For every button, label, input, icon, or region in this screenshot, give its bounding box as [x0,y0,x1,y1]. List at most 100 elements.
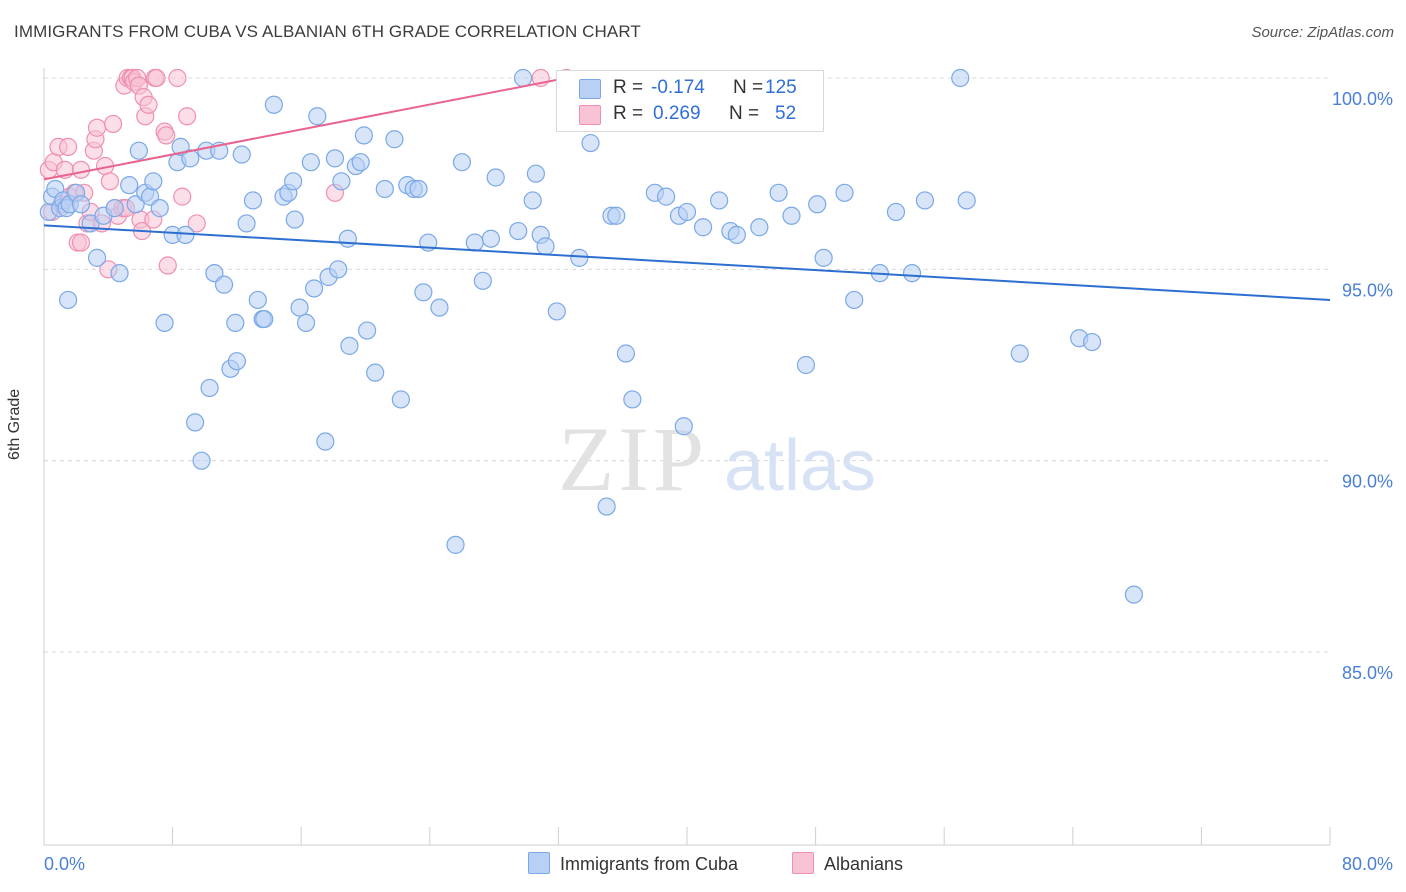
cuba-point [248,290,267,310]
cuba-point [214,275,234,294]
cuba-point [513,68,533,88]
cuba-point [255,309,274,329]
cuba-point [285,210,304,229]
cuba-points [39,68,1143,604]
cuba-point [835,183,854,202]
legend-albanians-swatch [792,852,814,874]
cuba-point [808,195,827,214]
cuba-point [693,218,713,237]
watermark: ZIP atlas [558,408,876,510]
x-tick-label: 80.0% [1342,854,1393,874]
albanians-point [158,256,177,275]
legend-item-cuba: Immigrants from Cuba [528,852,738,875]
cuba-point [192,451,211,470]
cuba-point [409,179,428,199]
trend-lines [43,77,1331,301]
cuba-point [284,172,303,191]
cuba-point [414,283,433,302]
y-tick-label: 85.0% [1342,663,1393,683]
cuba-point [226,313,245,333]
cuba-point [769,183,788,202]
cuba-point [430,298,449,317]
cuba-point [329,260,348,279]
legend-cuba-swatch [528,852,550,874]
albanians-point [71,160,91,179]
albanians-point [59,137,78,156]
cuba-point [358,321,377,340]
cuba-point [150,199,169,218]
cuba-point [607,206,626,225]
albanians-point [71,233,91,252]
cuba-trend-line [43,224,1331,301]
cuba-point [710,191,729,210]
cuba-point [375,179,394,199]
cuba-point [886,202,906,222]
cuba-point [120,176,139,195]
cuba-point [1010,344,1029,363]
cuba-point [325,149,345,168]
legend-cuba-label: Immigrants from Cuba [560,854,739,874]
cuba-point [509,221,528,241]
cuba-point [332,172,351,191]
albanians-point [168,68,187,88]
cuba-point [129,141,148,160]
cuba-point [465,233,484,252]
source-credit: Source: ZipAtlas.com [1251,24,1394,41]
cuba-point [597,497,616,516]
albanians-swatch [579,105,601,125]
cuba-point [264,95,283,114]
y-tick-label: 90.0% [1342,472,1393,492]
cuba-point [304,279,324,298]
cuba-n-value: 125 [765,77,797,98]
legend-albanians-label: Albanians [824,854,904,874]
cuba-point [845,290,864,310]
cuba-point [105,199,124,218]
cuba-point [481,229,500,248]
cuba-point [452,153,472,172]
cuba-point [616,344,636,363]
cuba-point [232,145,251,164]
cuba-point [110,264,129,283]
cuba-point [1124,585,1143,604]
cuba-point [523,191,542,210]
cuba-point [366,363,385,382]
r-label: R = [613,103,644,124]
chart-title: IMMIGRANTS FROM CUBA VS ALBANIAN 6TH GRA… [14,22,641,41]
cuba-point [308,107,327,126]
albanians-point [157,126,176,145]
cuba-point [316,432,335,451]
albanians-point [187,214,206,233]
cuba-point [526,164,545,183]
cuba-point [301,153,320,172]
cuba-point [296,313,316,333]
cuba-point [385,130,404,149]
x-tick-label: 0.0% [44,854,85,874]
cuba-point [581,133,600,153]
cuba-point [87,248,107,267]
cuba-point [243,191,263,210]
cuba-point [677,202,697,222]
cuba-point [176,225,195,244]
albanians-r-value: 0.269 [653,103,701,124]
legend-item-albanians: Albanians [792,852,903,875]
cuba-point [902,264,922,283]
cuba-point [200,378,219,398]
cuba-point [486,168,505,187]
y-tick-label: 95.0% [1342,280,1393,300]
cuba-point [446,535,465,554]
cuba-point [155,313,174,333]
n-label: N = [733,77,764,98]
cuba-point [290,298,309,317]
albanians-point [100,172,120,191]
albanians-trend-line [43,77,567,181]
cuba-point [796,355,816,375]
cuba-point [727,225,746,244]
cuba-point [623,390,642,409]
albanians-point [87,118,107,137]
albanians-point [173,187,192,206]
cuba-point [71,195,91,214]
cuba-point [354,126,373,145]
cuba-point [915,191,935,210]
cuba-point [391,390,410,409]
